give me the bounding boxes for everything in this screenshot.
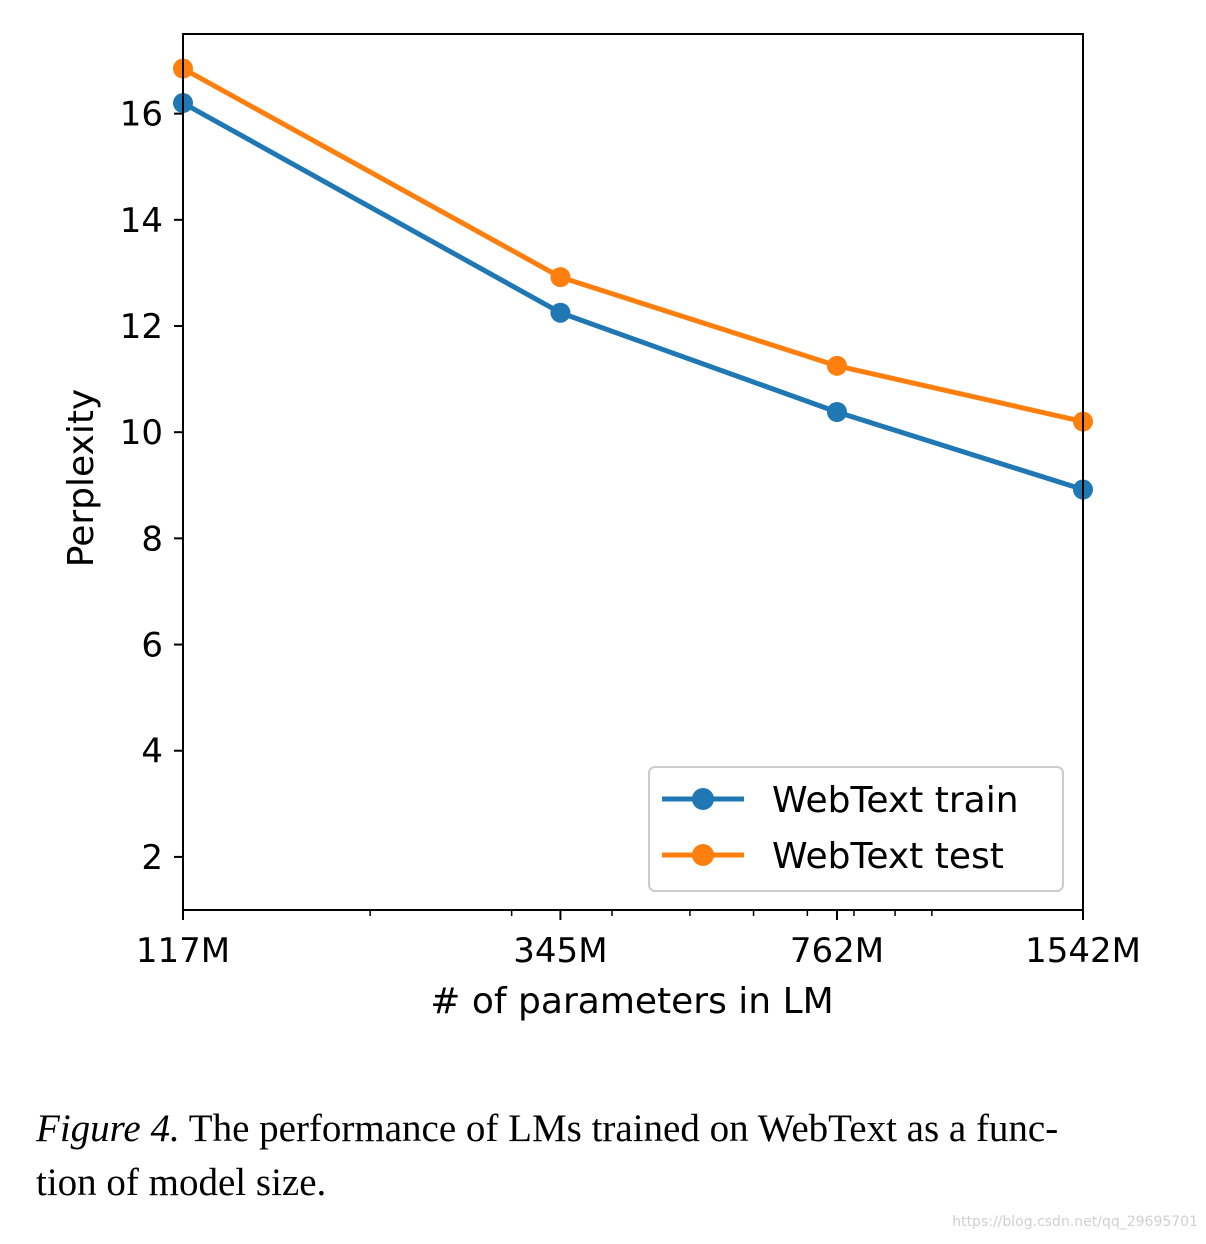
- y-tick-label: 14: [120, 201, 163, 241]
- y-tick-label: 8: [141, 519, 163, 559]
- legend-marker-test: [692, 844, 714, 866]
- legend-marker-train: [692, 788, 714, 810]
- legend: WebText train WebText test: [648, 766, 1064, 892]
- y-ticks: 2 4 6 8 10 12 14 16: [120, 95, 183, 878]
- legend-box: [648, 766, 1064, 892]
- x-tick-label: 117M: [136, 931, 230, 971]
- x-tick-label: 762M: [790, 931, 884, 971]
- legend-label-train: WebText train: [772, 780, 1019, 821]
- data-point: [550, 302, 571, 323]
- x-tick-label: 1542M: [1025, 931, 1141, 971]
- y-tick-label: 16: [120, 95, 163, 135]
- y-tick-label: 10: [120, 413, 163, 453]
- caption-line-1: The performance of LMs trained on WebTex…: [179, 1107, 1059, 1150]
- y-tick-label: 6: [141, 626, 163, 666]
- series-layer: [173, 58, 1093, 500]
- caption-label: Figure 4.: [36, 1107, 180, 1150]
- plot-frame: [182, 33, 1084, 911]
- chart: 2 4 6 8 10 12 14 16 117M 345M 762M 1542M Perplexit…: [61, 33, 1141, 1022]
- x-axis-title: # of parameters in LM: [430, 981, 833, 1022]
- x-tick-label: 345M: [513, 931, 607, 971]
- y-tick-label: 2: [141, 838, 163, 878]
- watermark: https://blog.csdn.net/qq_29695701: [952, 1214, 1198, 1230]
- caption-line-2: tion of model size.: [36, 1161, 327, 1204]
- data-point: [826, 355, 847, 376]
- y-tick-label: 4: [141, 732, 163, 772]
- data-point: [550, 267, 571, 288]
- y-axis-title: Perplexity: [61, 389, 102, 567]
- data-point: [826, 402, 847, 423]
- legend-label-test: WebText test: [772, 836, 1004, 877]
- series-line-0: [180, 100, 1086, 493]
- y-tick-label: 12: [120, 307, 163, 347]
- x-ticks: 117M 345M 762M 1542M: [136, 910, 1141, 971]
- series-line-1: [180, 66, 1086, 425]
- figure-caption: Figure 4. The performance of LMs trained…: [36, 1102, 1186, 1210]
